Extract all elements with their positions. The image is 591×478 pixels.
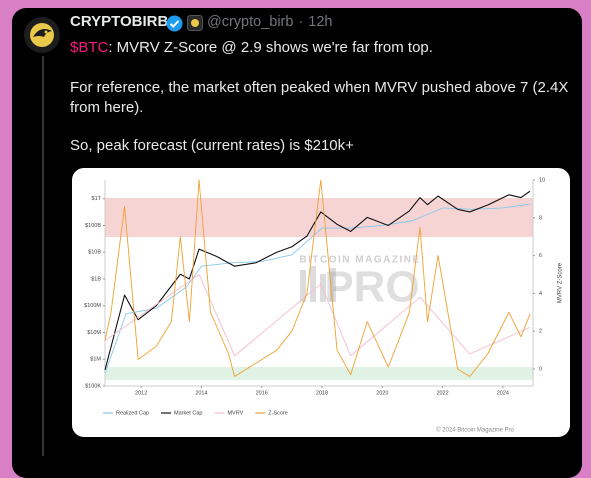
- handle[interactable]: @crypto_birb: [207, 14, 294, 30]
- cashtag[interactable]: $BTC: [70, 39, 109, 56]
- x-tick-label: 2020: [376, 390, 388, 396]
- y-tick-label: $10M: [87, 330, 101, 336]
- timestamp[interactable]: 12h: [308, 14, 333, 30]
- legend-label: MVRV: [227, 410, 243, 416]
- copyright: © 2024 Bitcoin Magazine Pro: [436, 427, 514, 434]
- x-tick-label: 2024: [497, 390, 509, 396]
- y-tick-label: $100M: [84, 303, 101, 309]
- y-tick-label: $100B: [85, 223, 101, 229]
- y-tick-label: $1T: [92, 196, 102, 202]
- y2-tick-label: 8: [539, 215, 542, 221]
- x-tick-label: 2022: [436, 390, 448, 396]
- legend-label: Market Cap: [174, 410, 202, 416]
- author-name[interactable]: CRYPTOBIRB: [70, 13, 169, 30]
- y2-tick-label: 0: [539, 366, 542, 372]
- watermark-logo: [300, 266, 336, 302]
- y2-tick-label: 10: [539, 177, 545, 183]
- tweet-line: $BTC: MVRV Z-Score @ 2.9 shows we're far…: [70, 38, 575, 58]
- tweet-text: : MVRV Z-Score @ 2.9 shows we're far fro…: [108, 39, 433, 56]
- y-tick-label: $1B: [91, 276, 101, 282]
- x-tick-label: 2012: [135, 390, 147, 396]
- legend-label: Z-Score: [268, 410, 288, 416]
- series-line: [104, 274, 531, 357]
- verified-badge: [166, 15, 183, 32]
- y2-tick-label: 6: [539, 253, 542, 259]
- tweet-image[interactable]: BITCOIN MAGAZINE PRO MVRV Z-Score © 2024…: [72, 168, 570, 437]
- tweet-paragraph: So, peak forecast (current rates) is $21…: [70, 137, 354, 154]
- safe-band: [105, 367, 533, 380]
- x-tick-label: 2018: [316, 390, 328, 396]
- y2-tick-label: 2: [539, 329, 542, 335]
- y-tick-label: $1M: [90, 357, 101, 363]
- separator: ·: [298, 14, 304, 30]
- chart: BITCOIN MAGAZINE PRO MVRV Z-Score © 2024…: [84, 177, 564, 434]
- series-line: [104, 179, 531, 377]
- tweet-meta: @crypto_birb · 12h: [207, 14, 338, 30]
- x-tick-label: 2016: [256, 390, 268, 396]
- legend-label: Realized Cap: [116, 410, 149, 416]
- watermark: PRO: [324, 263, 419, 312]
- series-line: [104, 203, 531, 374]
- x-tick-label: 2014: [195, 390, 207, 396]
- y-tick-label: $100K: [85, 383, 101, 389]
- page: CRYPTOBIRB @crypto_birb · 12h $BTC: MVRV Z…: [12, 8, 582, 478]
- tweet-paragraph: For reference, the market often peaked w…: [70, 79, 569, 116]
- y2-axis-title: MVRV Z-Score: [558, 262, 564, 303]
- y2-tick-label: 4: [539, 291, 542, 297]
- avatar[interactable]: [24, 17, 60, 53]
- y-tick-label: $10B: [88, 250, 101, 256]
- thread-line: [42, 56, 44, 456]
- watermark: BITCOIN MAGAZINE: [299, 255, 420, 266]
- affiliate-badge: [187, 15, 203, 31]
